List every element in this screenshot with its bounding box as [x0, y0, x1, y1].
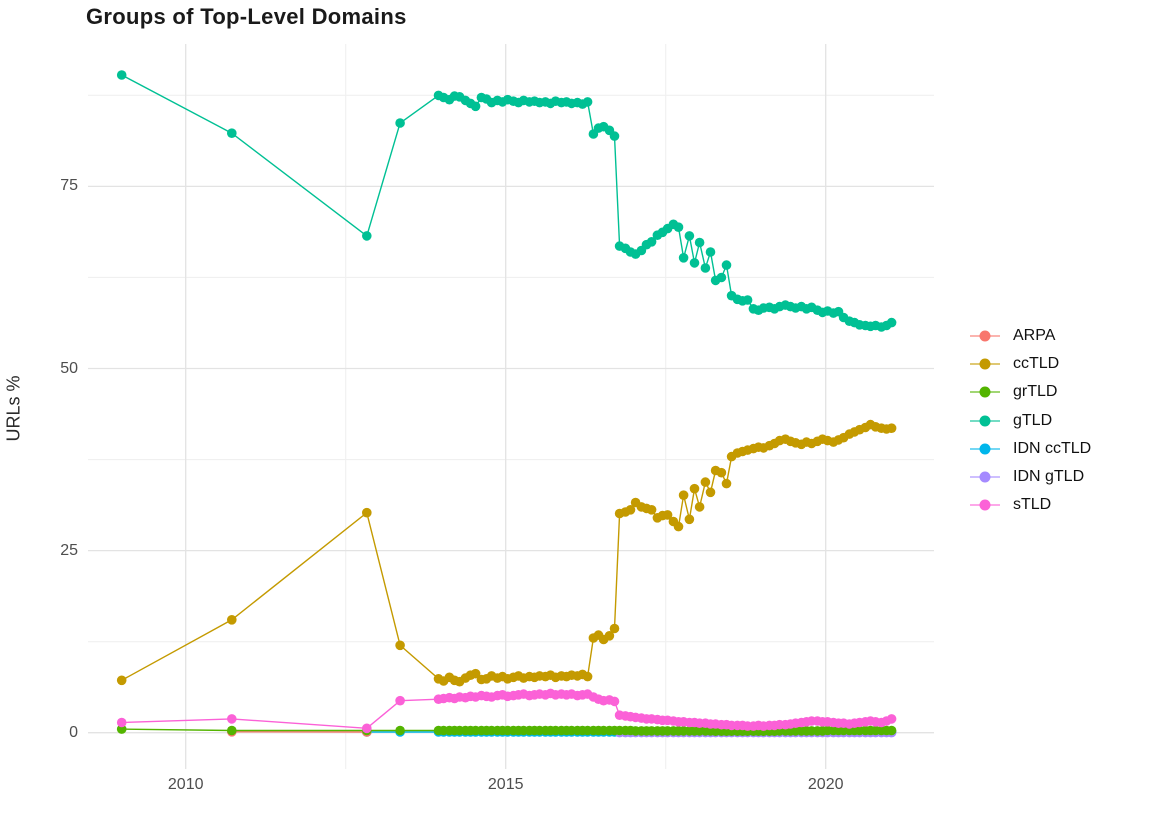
data-point — [886, 317, 897, 328]
data-point — [689, 483, 700, 494]
data-point — [470, 101, 481, 112]
data-point — [395, 695, 405, 706]
data-point — [673, 521, 684, 532]
legend-key-icon — [970, 414, 1000, 428]
data-point — [362, 723, 372, 734]
data-point — [609, 131, 620, 141]
data-point — [742, 295, 753, 305]
y-tick-label: 0 — [69, 723, 78, 741]
legend-label: sTLD — [1013, 496, 1052, 514]
data-point — [886, 423, 897, 434]
legend-label: IDN ccTLD — [1013, 439, 1092, 457]
data-point — [694, 502, 705, 512]
data-point — [395, 640, 405, 651]
data-point — [886, 714, 897, 724]
data-point — [694, 237, 705, 248]
legend-key-dot — [979, 443, 991, 455]
series-line-gtld — [121, 74, 892, 328]
legend-item-arpa: ARPA — [970, 322, 1091, 350]
legend-key-dot — [979, 499, 991, 511]
data-point — [227, 128, 237, 138]
data-point — [582, 671, 593, 682]
x-tick-label: 2020 — [807, 776, 844, 793]
data-point — [362, 231, 372, 241]
legend-label: IDN gTLD — [1013, 468, 1085, 486]
legend-key-icon — [970, 385, 1000, 399]
data-point — [395, 118, 405, 128]
data-point — [721, 478, 732, 489]
legend-key-icon — [970, 329, 1000, 343]
data-point — [684, 514, 695, 525]
data-point — [716, 272, 727, 283]
data-point — [721, 260, 732, 270]
legend-item-idn-gtld: IDN gTLD — [970, 463, 1091, 491]
data-point — [604, 631, 615, 641]
data-point — [227, 714, 237, 724]
data-point — [700, 477, 711, 487]
legend-item-idn-cctld: IDN ccTLD — [970, 435, 1091, 463]
legend: ARPA ccTLD grTLD gTLD IDN ccTLD IDN gTLD sTLD — [970, 322, 1091, 519]
legend-key-icon — [970, 470, 1000, 484]
data-point — [673, 222, 684, 232]
legend-key-icon — [970, 357, 1000, 371]
data-point — [609, 696, 620, 707]
data-point — [886, 725, 897, 736]
data-point — [705, 487, 716, 498]
data-point — [227, 615, 237, 625]
series-line-cctld — [121, 423, 892, 683]
data-point — [684, 231, 695, 241]
data-point — [582, 97, 593, 107]
data-point — [700, 263, 711, 273]
data-point — [116, 70, 127, 80]
data-point — [470, 668, 481, 679]
legend-key-icon — [970, 498, 1000, 512]
legend-key-dot — [979, 471, 991, 483]
data-point — [395, 725, 405, 736]
data-point — [716, 467, 727, 478]
data-point — [689, 258, 700, 268]
data-point — [662, 510, 673, 520]
y-tick-label: 25 — [60, 541, 78, 559]
data-point — [227, 725, 237, 736]
data-point — [625, 505, 636, 515]
data-point — [646, 505, 657, 515]
legend-key-dot — [979, 330, 991, 342]
legend-item-cctld: ccTLD — [970, 350, 1091, 378]
data-point — [116, 675, 127, 686]
legend-key-dot — [979, 415, 991, 427]
legend-item-grtld: grTLD — [970, 378, 1091, 406]
data-point — [116, 717, 127, 728]
data-point — [678, 490, 689, 501]
legend-key-dot — [979, 358, 991, 370]
data-point — [646, 237, 657, 247]
legend-label: gTLD — [1013, 411, 1053, 429]
legend-key-icon — [970, 442, 1000, 456]
x-tick-label: 2010 — [167, 776, 204, 793]
legend-label: ARPA — [1013, 327, 1056, 345]
data-point — [678, 252, 689, 263]
data-point — [609, 623, 620, 634]
data-point — [116, 724, 127, 734]
y-tick-label: 50 — [60, 359, 78, 377]
legend-key-dot — [979, 386, 991, 398]
legend-item-gtld: gTLD — [970, 407, 1091, 435]
data-point — [705, 247, 716, 257]
y-tick-label: 75 — [60, 177, 78, 195]
legend-label: grTLD — [1013, 383, 1058, 401]
data-point — [362, 507, 372, 518]
chart-title: Groups of Top-Level Domains — [86, 4, 407, 29]
legend-label: ccTLD — [1013, 355, 1060, 373]
x-tick-label: 2015 — [487, 776, 524, 793]
legend-item-stld: sTLD — [970, 491, 1091, 519]
